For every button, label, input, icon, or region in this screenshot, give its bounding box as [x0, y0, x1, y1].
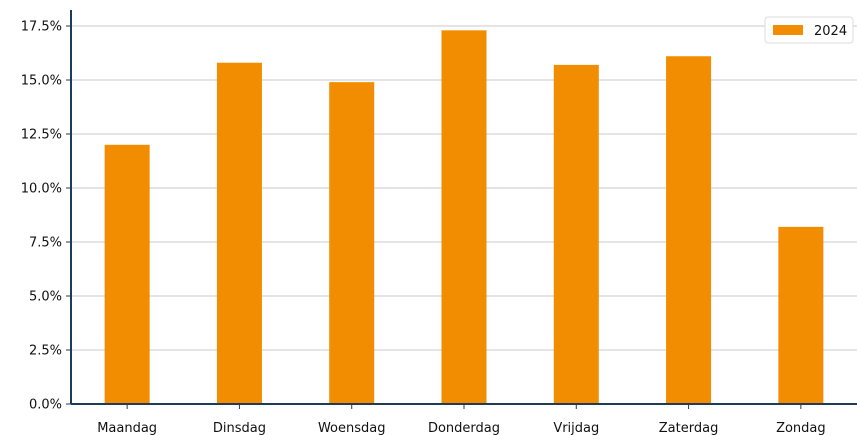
legend-box — [764, 16, 854, 44]
y-tick-label: 7.5% — [29, 236, 62, 251]
bar — [104, 144, 150, 405]
x-tick-label: Dinsdag — [213, 421, 266, 435]
bar — [441, 30, 487, 404]
y-tick-label: 2.5% — [29, 344, 62, 359]
legend-swatch — [773, 25, 803, 35]
x-tick-label: Zondag — [776, 421, 826, 435]
y-axis-ticks: 0.0% 2.5% 5.0% 7.5% 10.0% 12.5% 15.0% 17.5% — [21, 20, 71, 413]
bar — [778, 226, 824, 404]
y-tick-label: 0.0% — [29, 398, 62, 413]
x-tick-label: Donderdag — [428, 421, 500, 435]
x-tick-label: Vrijdag — [553, 421, 599, 435]
y-tick-label: 5.0% — [29, 290, 62, 305]
x-tick-label: Zaterdag — [659, 421, 719, 435]
bar — [329, 82, 375, 404]
y-tick-label: 10.0% — [21, 182, 62, 197]
bar — [216, 62, 262, 404]
legend: 2024 — [764, 16, 854, 44]
x-axis-ticks: Maandag Dinsdag Woensdag Donderdag Vrijdag Za… — [97, 404, 826, 435]
bar — [666, 56, 712, 405]
y-tick-label: 15.0% — [21, 74, 62, 89]
x-tick-label: Maandag — [97, 421, 157, 435]
bar — [553, 64, 599, 404]
y-tick-label: 12.5% — [21, 128, 62, 143]
x-tick-label: Woensdag — [318, 421, 386, 435]
bars — [104, 30, 824, 405]
y-tick-label: 17.5% — [21, 20, 62, 35]
legend-label: 2024 — [814, 24, 847, 39]
